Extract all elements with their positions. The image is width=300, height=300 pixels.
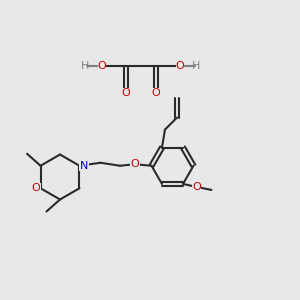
Text: O: O xyxy=(122,88,130,98)
Text: O: O xyxy=(98,61,106,71)
Text: O: O xyxy=(176,61,184,71)
Text: N: N xyxy=(80,161,88,171)
Text: H: H xyxy=(192,61,201,71)
Text: H: H xyxy=(81,61,90,71)
Text: O: O xyxy=(130,159,140,169)
Text: O: O xyxy=(32,183,40,193)
Text: O: O xyxy=(192,182,201,192)
Text: O: O xyxy=(152,88,160,98)
